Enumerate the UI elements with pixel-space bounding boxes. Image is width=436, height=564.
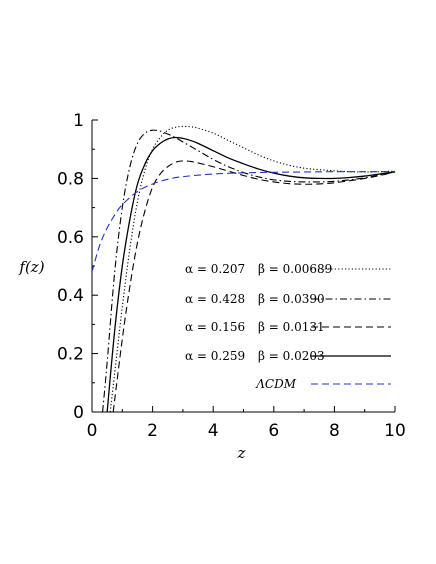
y-tick-label: 0.2 [57,345,84,365]
series-line-1 [102,129,396,412]
y-tick-label: 1 [73,111,84,131]
legend-alpha-label: α = 0.156 [185,320,245,334]
legend-beta-label: β = 0.0203 [258,349,325,363]
legend-beta-label: β = 0.0390 [258,292,325,306]
legend-lcdm-label: ΛCDM [255,377,296,391]
x-tick-label: 10 [384,421,406,441]
x-axis-label: z [237,444,246,462]
legend-alpha-label: α = 0.428 [185,292,245,306]
x-tick-label: 8 [329,421,340,441]
legend-beta-label: β = 0.00689 [258,262,332,276]
series-line-4 [92,171,395,272]
x-tick-label: 6 [268,421,279,441]
series-line-0 [109,125,396,412]
series-line-2 [112,160,396,412]
x-tick-label: 2 [147,421,158,441]
legend: α = 0.207 β = 0.00689 α = 0.428 β = 0.0390 α… [185,262,391,391]
y-tick-label: 0.8 [57,169,84,189]
y-tick-label: 0 [73,403,84,423]
legend-beta-label: β = 0.0131 [258,320,325,334]
y-axis-label: f(z) [18,258,44,276]
x-tick-label: 4 [208,421,219,441]
y-tick-label: 0.6 [57,228,84,248]
y-tick-label: 0.4 [57,286,84,306]
series-layer [92,125,396,412]
x-tick-label: 0 [87,421,98,441]
series-line-3 [106,136,396,412]
legend-alpha-label: α = 0.259 [185,349,245,363]
axes: 0 2 4 6 8 10 0 0.2 0.4 0.6 0.8 1 z f(z) [18,111,405,462]
legend-alpha-label: α = 0.207 [185,262,245,276]
